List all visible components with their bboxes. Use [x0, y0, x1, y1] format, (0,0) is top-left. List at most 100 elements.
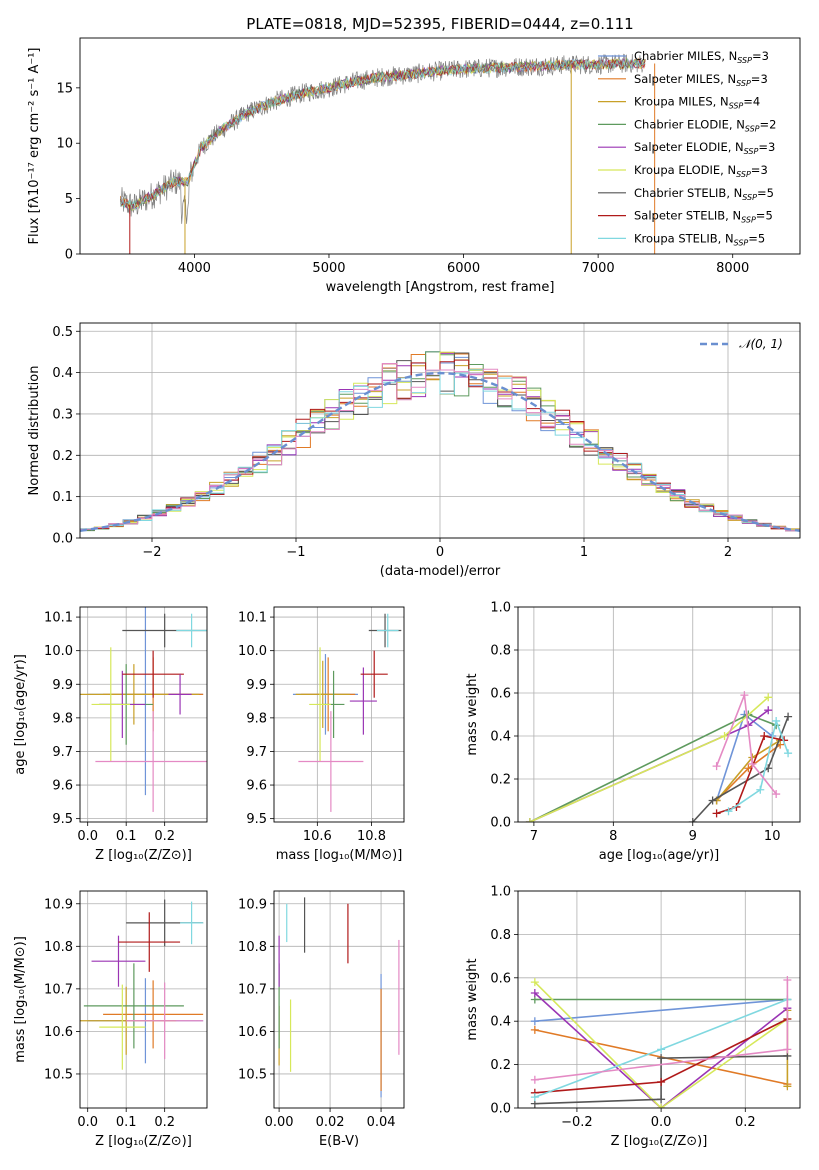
weight-vs-metallicity-panel: −0.2 0.0 0.2 0.0 0.2 0.4 0.6 0.8 1.0 Z [log₁₀(Z/Z… [465, 885, 801, 1149]
y-tick-label: 0.4 [52, 366, 73, 381]
legend-model-name: Kroupa STELIB [634, 231, 718, 245]
x-axis-label: Z [log₁₀(Z/Z⊙)] [611, 1134, 708, 1149]
weight-marker [772, 716, 781, 725]
plot-area [530, 975, 792, 1108]
x-axis-label: Z [log₁₀(Z/Z⊙)] [95, 848, 192, 863]
y-axis-label: Flux [fλ10⁻¹⁷ erg cm⁻² s⁻¹ A⁻¹] [27, 48, 42, 245]
weight-marker [525, 818, 534, 822]
y-axis-label: mass [log₁₀(M/M⊙)] [13, 936, 28, 1063]
x-tick-label: 8 [609, 829, 617, 844]
weight-marker [657, 1095, 666, 1104]
y-tick-label: 0.2 [490, 773, 511, 788]
legend-entry: Kroupa MILES, NSSP=4 [634, 95, 760, 111]
legend-entry: Kroupa ELODIE, NSSP=3 [634, 163, 768, 179]
legend-separator: , [721, 49, 728, 63]
x-tick-label: 10.6 [303, 829, 332, 844]
legend-entry: Chabrier MILES, NSSP=3 [634, 49, 769, 65]
legend-nssp-symbol: N [732, 209, 741, 223]
x-tick-label: 0.0 [77, 829, 98, 844]
y-tick-label: 9.9 [52, 678, 73, 693]
y-tick-label: 10.7 [238, 982, 267, 997]
y-tick-label: 0.4 [490, 1015, 511, 1030]
x-tick-label: 10 [764, 829, 781, 844]
model-spectrum-line [120, 58, 646, 211]
x-tick-label: −1 [286, 545, 305, 560]
y-tick-label: 0.3 [52, 407, 73, 422]
plot-area [120, 53, 656, 254]
y-tick-label: 0.8 [490, 928, 511, 943]
y-tick-label: 0.6 [490, 687, 511, 702]
legend-nssp-equals: = [743, 95, 753, 109]
weight-marker [530, 1075, 539, 1084]
legend-separator: , [726, 186, 733, 200]
legend-model-name: Chabrier STELIB [634, 186, 726, 200]
legend-entry: Salpeter MILES, NSSP=3 [634, 72, 768, 88]
x-tick-label: −0.2 [561, 1115, 593, 1130]
y-tick-label: 9.9 [246, 678, 267, 693]
weight-series-line [692, 716, 789, 822]
x-axis-label: age [log₁₀(age/yr)] [599, 848, 720, 863]
legend-nssp-symbol: N [729, 49, 738, 63]
legend-nssp-value: 3 [760, 163, 767, 177]
plot-area [80, 899, 204, 1070]
plot-area [80, 607, 207, 812]
weight-marker [530, 1025, 539, 1034]
legend-nssp-value: 3 [768, 140, 775, 154]
x-tick-label: 0.0 [651, 1115, 672, 1130]
legend-nssp-symbol: N [735, 140, 744, 154]
y-tick-label: 10.1 [238, 611, 267, 626]
legend-nssp-symbol: N [725, 231, 734, 245]
weight-marker [657, 1104, 666, 1108]
weight-marker [530, 978, 539, 987]
y-tick-label: 0.2 [490, 1058, 511, 1073]
legend-nssp-equals: = [751, 72, 761, 86]
y-tick-label: 1.0 [490, 601, 511, 616]
legend-nssp-equals: = [760, 117, 770, 131]
y-tick-label: 0.6 [490, 971, 511, 986]
x-tick-label: 7000 [582, 261, 615, 276]
x-tick-label: 9 [689, 829, 697, 844]
legend-entry: 𝒩(0, 1) [739, 337, 783, 351]
y-tick-label: 0.2 [52, 449, 73, 464]
legend-model-name: Salpeter MILES [634, 72, 720, 86]
weight-marker [764, 693, 773, 702]
y-tick-label: 9.8 [246, 711, 267, 726]
legend-nssp-subscript: SSP [742, 193, 757, 202]
legend-separator: , [725, 209, 732, 223]
model-spectrum-line [120, 58, 646, 209]
x-tick-label: 10.8 [357, 829, 386, 844]
y-tick-label: 10.1 [44, 611, 73, 626]
legend-nssp-value: 5 [767, 186, 774, 200]
x-axis-label: wavelength [Angstrom, rest frame] [326, 280, 555, 295]
legend-separator: , [728, 140, 735, 154]
age-vs-metallicity-panel: 0.0 0.1 0.2 9.5 9.6 9.7 9.8 9.9 10.0 10.1 Z [log₁₀… [13, 606, 208, 863]
plot-area [292, 613, 402, 812]
legend-nssp-subscript: SSP [744, 147, 759, 156]
y-tick-label: 9.5 [246, 812, 267, 827]
x-tick-label: 0.2 [154, 829, 175, 844]
y-tick-label: 9.7 [246, 745, 267, 760]
legend-nssp-equals: = [756, 209, 766, 223]
x-tick-label: 5000 [312, 261, 345, 276]
axes-frame [273, 890, 405, 1109]
axes-frame [273, 606, 405, 823]
weight-marker [530, 1093, 539, 1102]
x-tick-label: 2 [724, 545, 732, 560]
weight-series-line [728, 718, 789, 812]
x-axis-label: Z [log₁₀(Z/Z⊙)] [95, 1134, 192, 1149]
x-tick-label: 7 [530, 829, 538, 844]
axes-frame [79, 890, 208, 1109]
y-tick-label: 10 [56, 137, 73, 152]
normal-reference-curve [80, 371, 800, 532]
weight-marker [764, 706, 773, 715]
x-tick-label: 0 [436, 545, 444, 560]
weight-marker [720, 732, 729, 740]
x-tick-label: 0.1 [116, 1115, 137, 1130]
legend-separator: , [720, 163, 727, 177]
legend-nssp-value: 5 [765, 209, 772, 223]
weight-series-line [716, 735, 785, 815]
legend-nssp-subscript: SSP [729, 102, 744, 111]
weight-marker [530, 1017, 539, 1026]
y-tick-label: 15 [56, 81, 73, 96]
model-spectrum-line [120, 58, 646, 211]
